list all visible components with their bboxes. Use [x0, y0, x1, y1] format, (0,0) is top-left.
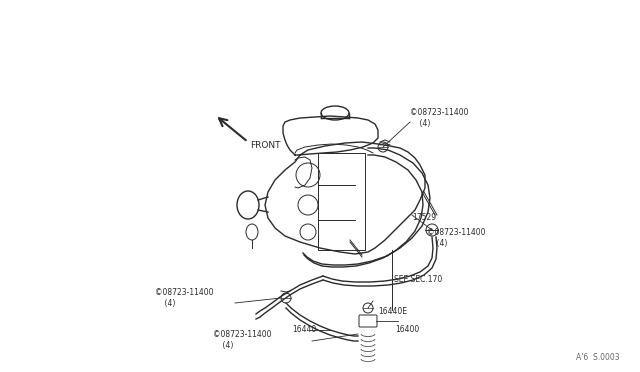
Text: ©08723-11400
    (4): ©08723-11400 (4)	[155, 288, 214, 308]
Text: 16440: 16440	[292, 326, 316, 334]
Text: 16440E: 16440E	[378, 308, 407, 317]
Text: 17529: 17529	[412, 214, 436, 222]
Text: 16400: 16400	[395, 326, 419, 334]
Text: ©08723-11400
    (4): ©08723-11400 (4)	[427, 228, 486, 248]
Text: A'6  S.0003: A'6 S.0003	[577, 353, 620, 362]
Text: FRONT: FRONT	[250, 141, 280, 150]
Text: SEE SEC.170: SEE SEC.170	[394, 276, 442, 285]
Text: ©08723-11400
    (4): ©08723-11400 (4)	[410, 108, 468, 128]
Text: ©08723-11400
    (4): ©08723-11400 (4)	[213, 330, 271, 350]
